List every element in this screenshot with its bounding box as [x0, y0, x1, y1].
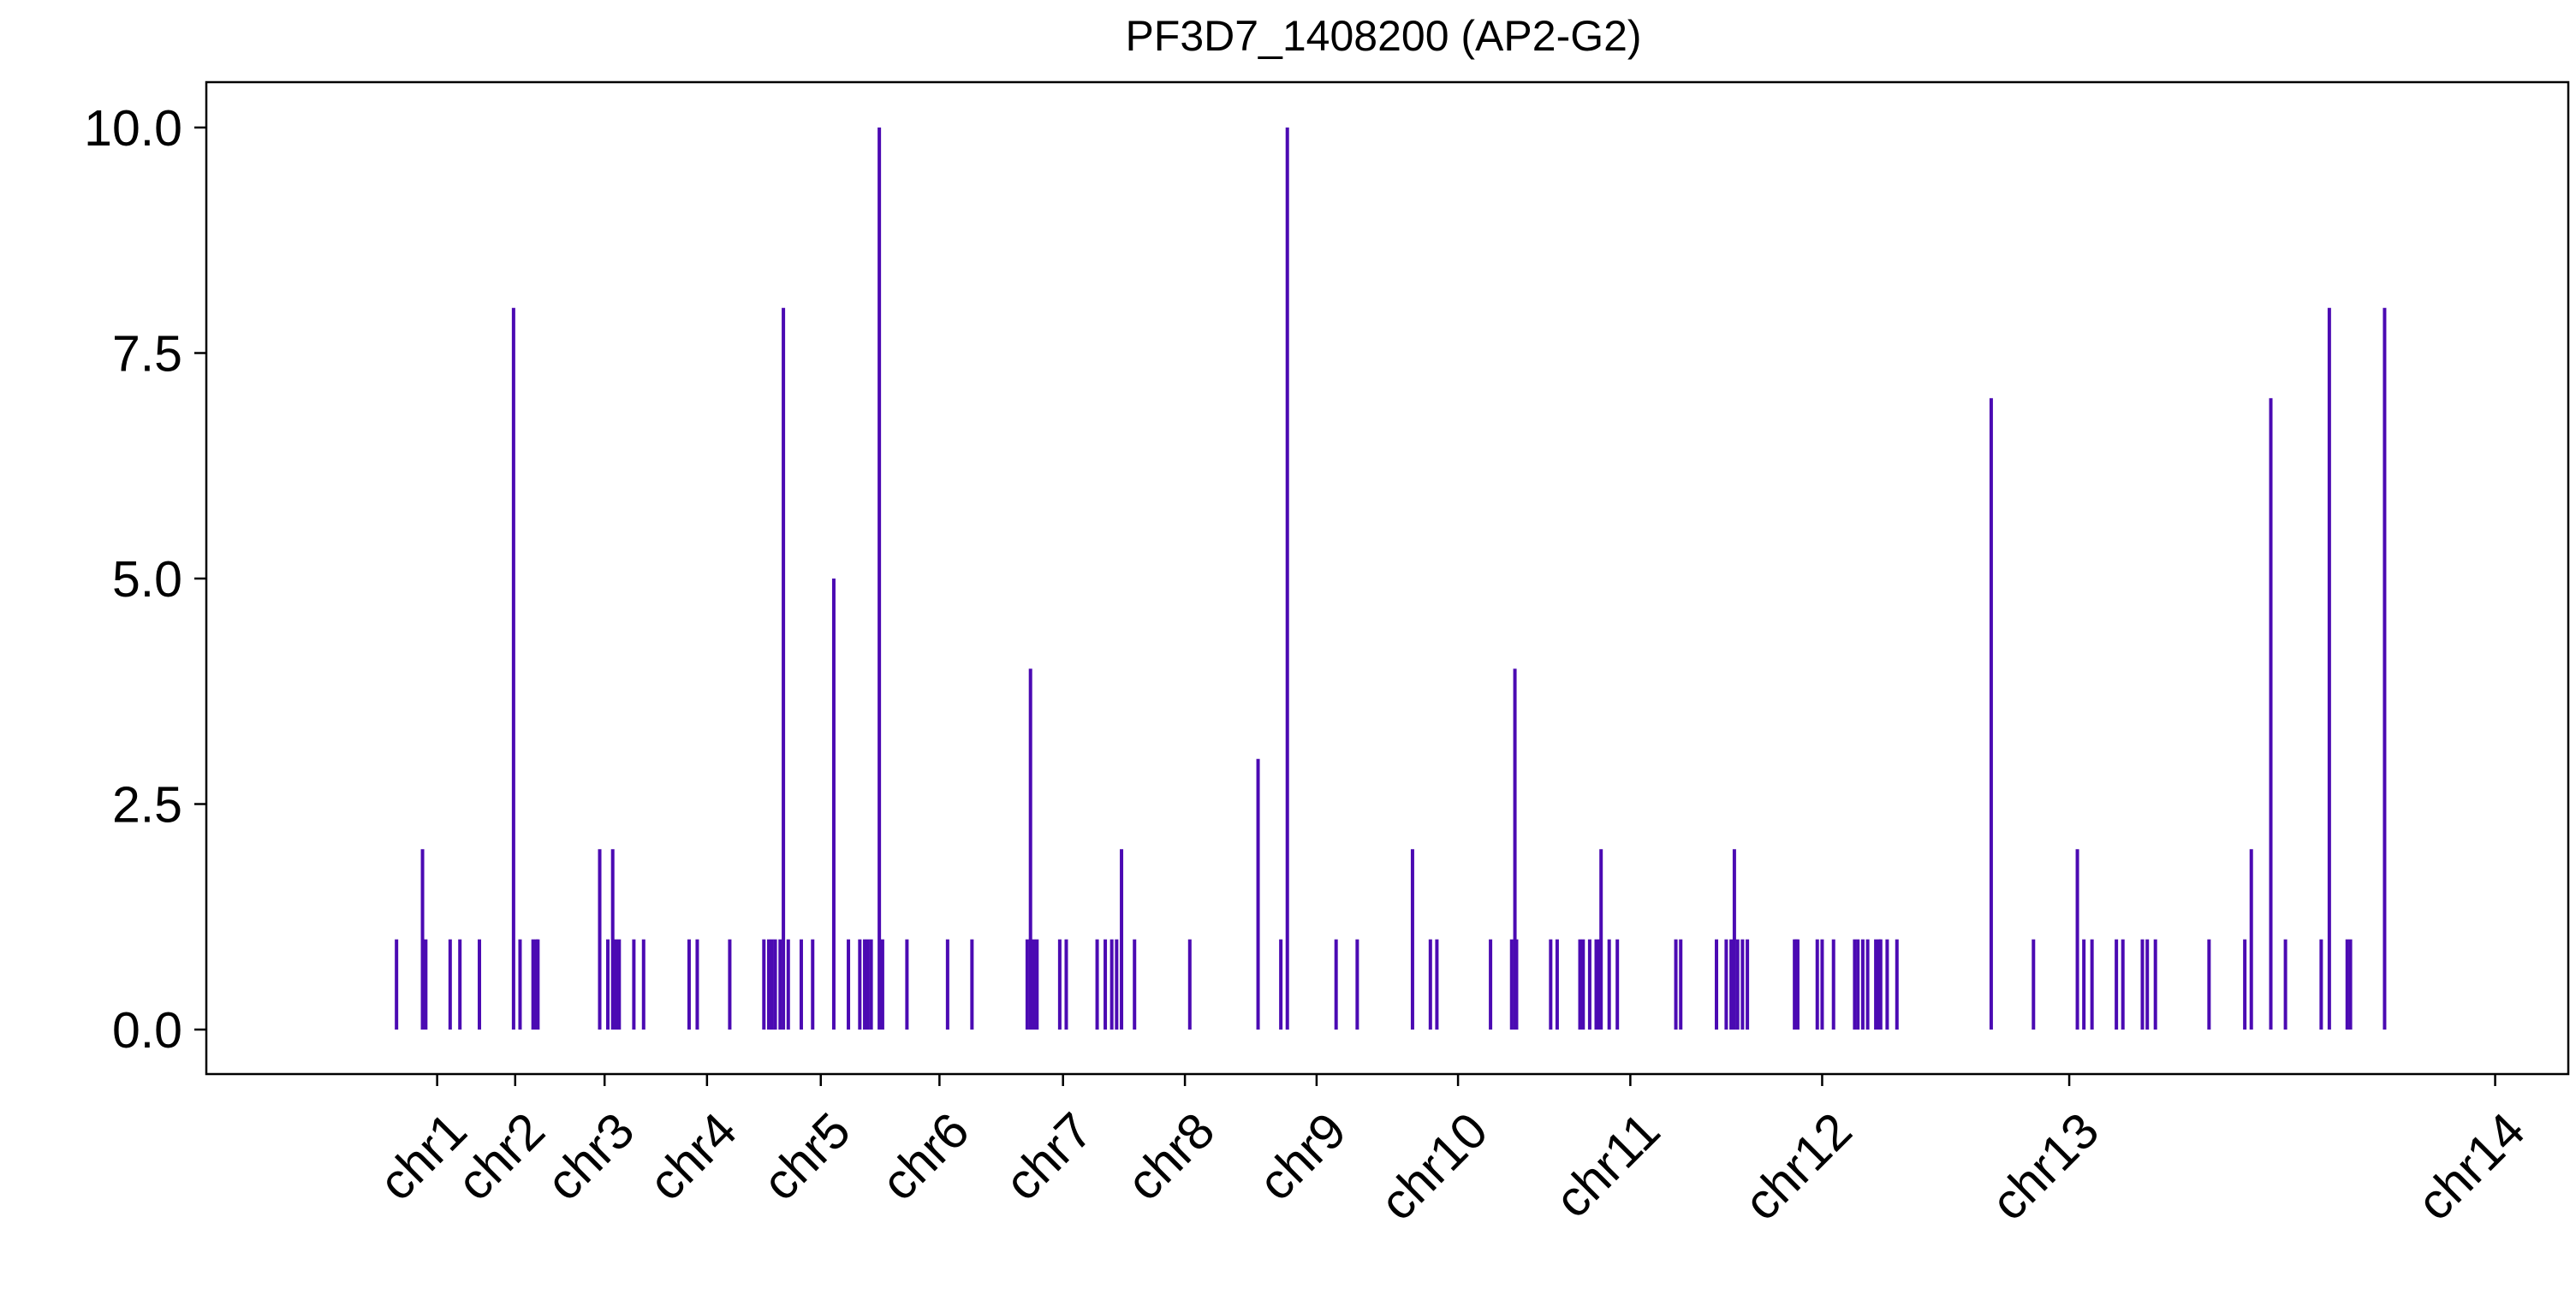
y-tick-label: 7.5 [112, 326, 182, 383]
y-tick-label: 2.5 [112, 777, 182, 834]
y-tick-label: 5.0 [112, 551, 182, 608]
bars-layer [395, 128, 2387, 1030]
chart-title: PF3D7_1408200 (AP2-G2) [1125, 12, 1641, 60]
y-tick-label: 0.0 [112, 1002, 182, 1059]
y-tick-label: 10.0 [84, 100, 182, 157]
y-axis: 0.0 2.5 5.0 7.5 10.0 [84, 100, 206, 1059]
